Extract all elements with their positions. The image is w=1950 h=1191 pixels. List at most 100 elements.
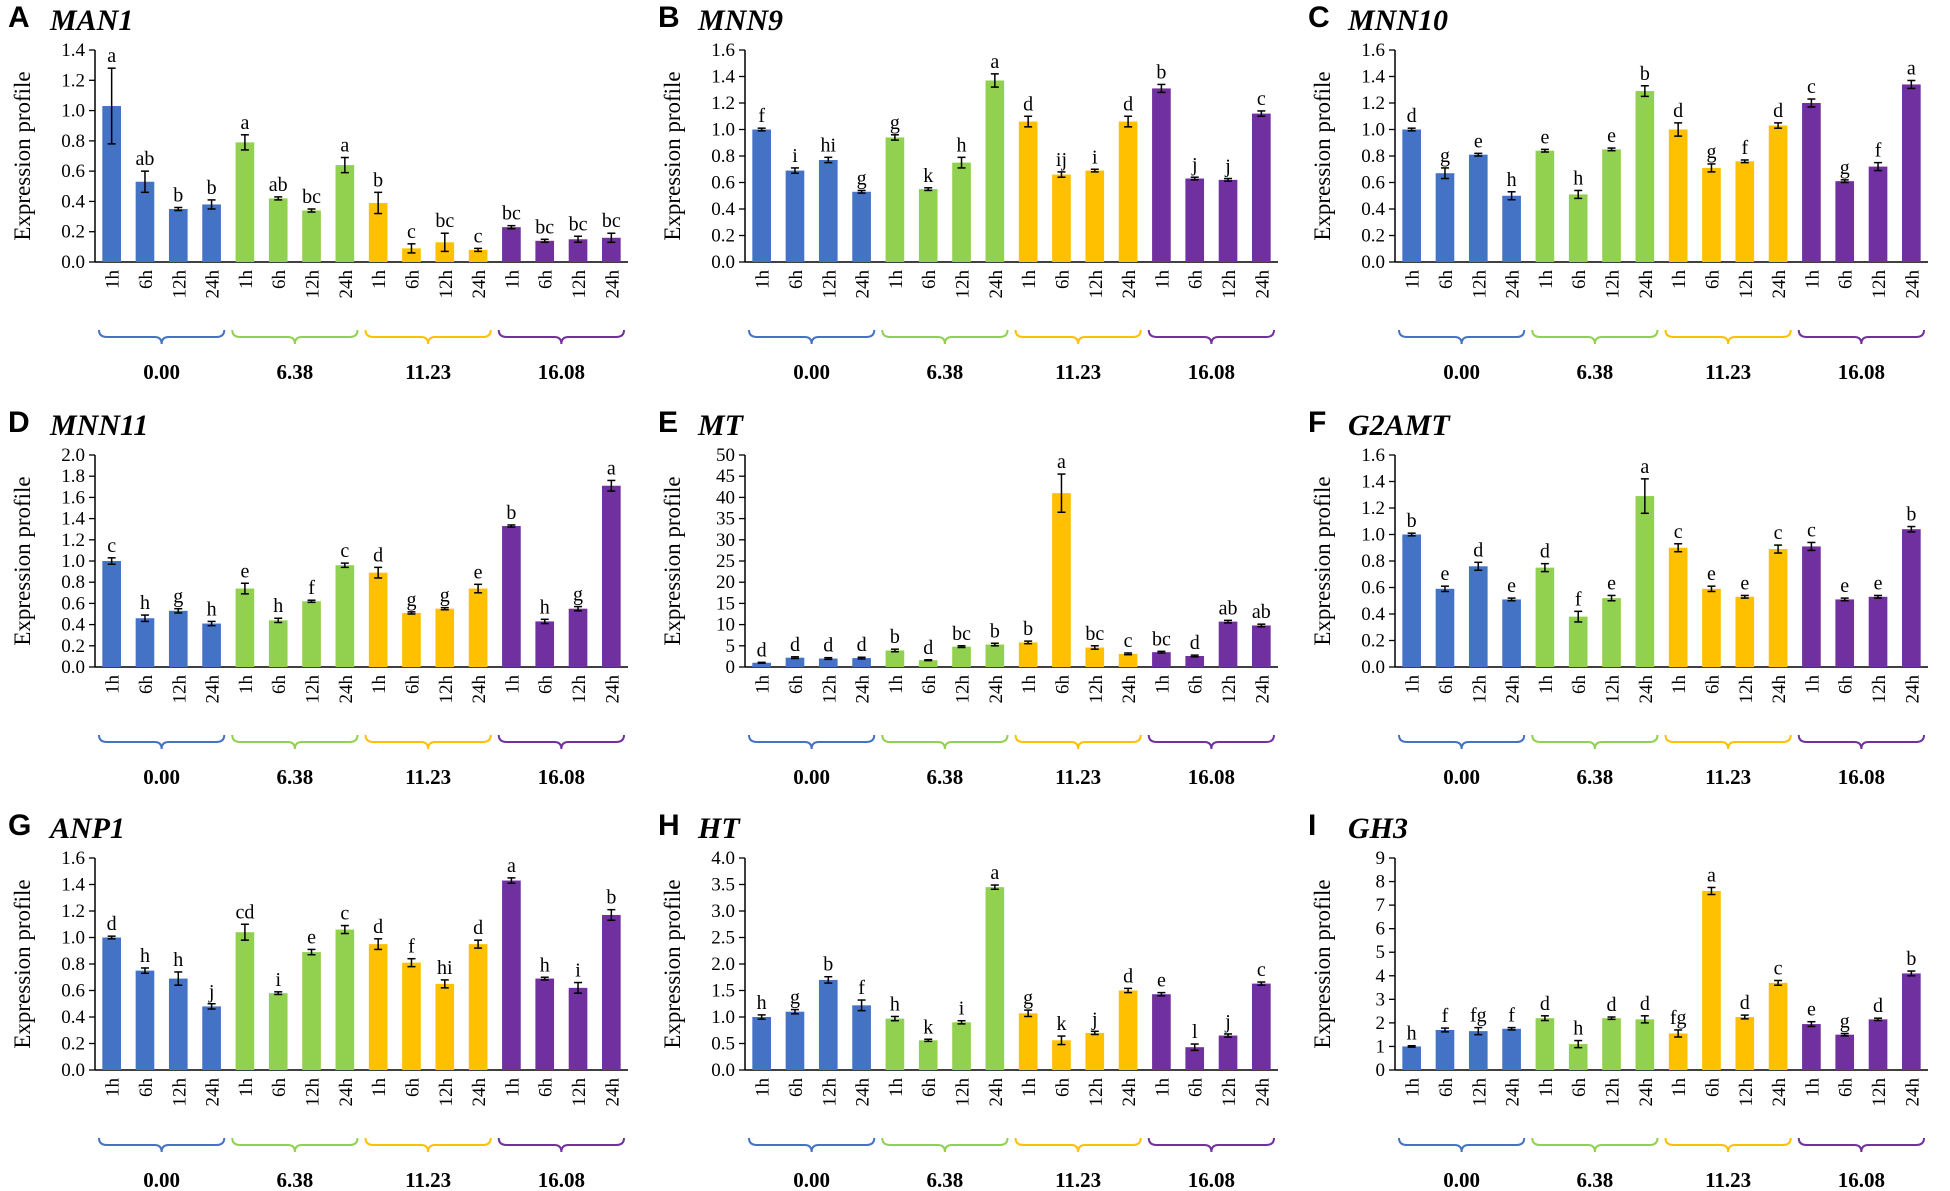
group-label: 16.08 (538, 360, 585, 384)
x-tick-label: 6h (1052, 675, 1073, 695)
bar (1252, 113, 1271, 262)
significance-letter: k (923, 165, 933, 187)
x-tick-label: 12h (819, 1078, 840, 1107)
group-brace (231, 329, 359, 345)
chart-title: MNN10 (1347, 4, 1448, 37)
bar (1735, 1017, 1755, 1070)
group-label: 6.38 (927, 360, 964, 384)
significance-letter: c (1774, 522, 1783, 544)
panel-letter: H (658, 809, 680, 842)
chart-panel-c: C MNN10 Expression profile 0.0 0.2 0.4 0.6 0.8 1… (1308, 1, 1928, 384)
bar (1768, 549, 1788, 667)
x-tick-label: 1h (502, 270, 523, 290)
x-tick-label: 12h (1469, 1078, 1490, 1107)
group-label: 11.23 (405, 360, 451, 384)
y-tick-label: 15 (716, 593, 735, 614)
y-tick-label: 6 (1376, 919, 1386, 940)
group-label: 16.08 (1188, 765, 1235, 789)
group-brace (881, 734, 1009, 750)
significance-letter: f (858, 977, 865, 999)
bar (1085, 647, 1105, 667)
bar (102, 106, 121, 263)
group-label: 16.08 (1838, 1168, 1885, 1191)
x-tick-label: 1h (1019, 675, 1040, 695)
bar (202, 204, 221, 262)
x-tick-label: 1h (1802, 270, 1823, 290)
chart-panel-b: B MNN9 Expression profile 0.0 0.2 0.4 0.6 0.8 1.… (658, 1, 1278, 384)
chart-panel-a: A MAN1 Expression profile 0.0 0.2 0.4 0.6 0.8 1.… (8, 1, 628, 384)
y-tick-label: 1.0 (61, 551, 85, 572)
y-tick-label: 30 (716, 530, 735, 551)
x-tick-label: 24h (1769, 675, 1790, 704)
significance-letter: i (792, 145, 798, 167)
y-tick-label: 1.8 (61, 466, 85, 487)
group-brace (364, 734, 492, 750)
x-tick-label: 12h (819, 675, 840, 704)
y-tick-label: 0.5 (711, 1034, 735, 1055)
significance-letter: c (340, 540, 349, 562)
significance-letter: d (473, 917, 483, 939)
significance-letter: bc (302, 186, 321, 208)
bar (1468, 1031, 1488, 1070)
significance-letter: k (1056, 1013, 1066, 1035)
significance-letter: i (1092, 146, 1098, 168)
bar (168, 978, 188, 1070)
bar (435, 983, 455, 1070)
x-tick-label: 1h (1669, 1078, 1690, 1098)
y-tick-label: 0.0 (61, 252, 85, 273)
x-tick-label: 6h (536, 1078, 557, 1098)
bar (752, 129, 771, 262)
significance-letter: ab (269, 174, 288, 196)
x-tick-label: 6h (1436, 270, 1457, 290)
group-brace (1147, 1137, 1275, 1153)
x-tick-label: 24h (602, 270, 623, 299)
bar (1118, 121, 1138, 262)
x-tick-label: 24h (1636, 1078, 1657, 1107)
x-tick-label: 12h (953, 270, 974, 299)
bar (302, 952, 321, 1070)
x-tick-label: 24h (1119, 270, 1140, 299)
x-tick-label: 6h (1436, 1078, 1457, 1098)
significance-letter: e (1607, 572, 1616, 594)
chart-panel-f: F G2AMT Expression profile 0.0 0.2 0.4 0.6 0.8 1… (1308, 406, 1928, 789)
bar (785, 170, 805, 262)
x-tick-label: 12h (1869, 1078, 1890, 1107)
bar (1668, 129, 1688, 262)
x-tick-label: 1h (103, 270, 124, 290)
significance-letter: c (1807, 519, 1816, 541)
significance-letter: fg (1670, 1007, 1687, 1029)
bar (168, 610, 188, 667)
group-brace (98, 734, 226, 750)
group-label: 16.08 (538, 765, 585, 789)
bar (1635, 496, 1655, 667)
x-tick-label: 24h (336, 675, 357, 704)
significance-letter: d (107, 913, 117, 935)
significance-letter: hi (821, 134, 837, 156)
y-axis-label: Expression profile (10, 879, 35, 1048)
bar (1185, 655, 1205, 667)
x-tick-label: 12h (1736, 1078, 1757, 1107)
bar (985, 887, 1005, 1070)
group-brace (1014, 1137, 1142, 1153)
x-tick-label: 24h (469, 675, 490, 704)
y-tick-label: 0.2 (61, 222, 85, 243)
bar (1635, 91, 1655, 262)
group-label: 6.38 (277, 360, 314, 384)
group-brace (881, 1137, 1009, 1153)
x-tick-label: 1h (1669, 675, 1690, 695)
significance-letter: f (308, 577, 315, 599)
x-tick-label: 24h (469, 1078, 490, 1107)
y-tick-label: 0.0 (711, 252, 735, 273)
bar (1568, 194, 1588, 262)
x-tick-label: 6h (136, 1078, 157, 1098)
group-label: 6.38 (277, 765, 314, 789)
bar (885, 137, 905, 262)
group-brace (364, 329, 492, 345)
significance-letter: e (307, 926, 316, 948)
bar (368, 202, 388, 262)
x-tick-label: 12h (953, 675, 974, 704)
y-tick-label: 1.0 (1361, 525, 1385, 546)
significance-letter: d (1473, 539, 1483, 561)
group-brace (1398, 329, 1526, 345)
